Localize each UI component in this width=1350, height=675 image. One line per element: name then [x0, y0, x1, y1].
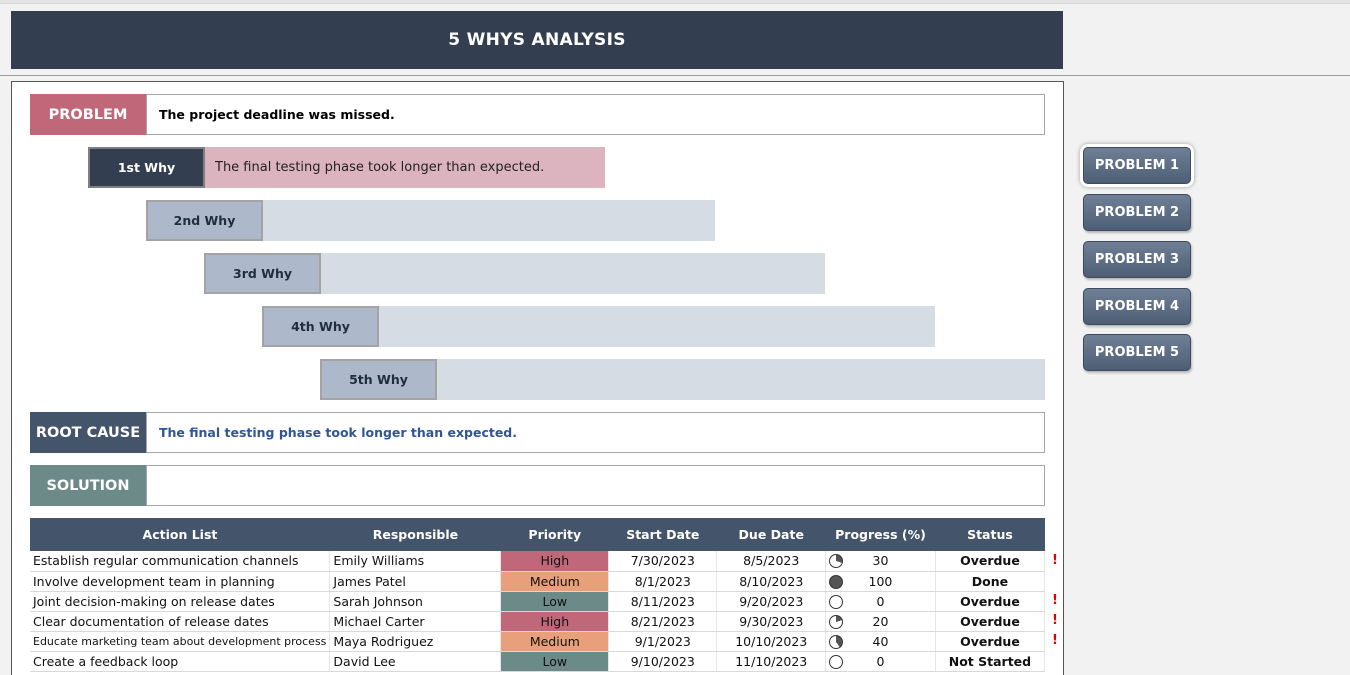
- responsible-cell: Sarah Johnson: [329, 591, 502, 612]
- why-1-label: 1st Why: [88, 147, 205, 188]
- priority-cell: Low: [500, 651, 610, 672]
- status-cell: Overdue: [935, 631, 1046, 652]
- action-cell: Clear documentation of release dates: [30, 611, 331, 632]
- header-action: Action List: [30, 518, 330, 551]
- due-date-cell: 8/5/2023: [716, 551, 827, 572]
- table-row[interactable]: Create a feedback loop David Lee Low 9/10/2…: [30, 651, 1046, 672]
- due-date-cell: 8/10/2023: [716, 571, 827, 592]
- table-row[interactable]: Joint decision-making on release dates Sa…: [30, 591, 1046, 612]
- action-table: Action List Responsible Priority Start D…: [30, 518, 1046, 672]
- progress-cell: 0: [825, 591, 936, 612]
- action-cell: Involve development team in planning: [30, 571, 331, 592]
- start-date-cell: 8/11/2023: [608, 591, 718, 612]
- priority-cell: Low: [500, 591, 610, 612]
- responsible-cell: Michael Carter: [329, 611, 502, 632]
- progress-cell: 0: [825, 651, 936, 672]
- problem-5-button[interactable]: PROBLEM 5: [1083, 334, 1191, 371]
- problem-2-button[interactable]: PROBLEM 2: [1083, 194, 1191, 231]
- table-row[interactable]: Clear documentation of release dates Mich…: [30, 611, 1046, 632]
- progress-value: 0: [876, 653, 885, 669]
- table-row[interactable]: Establish regular communication channels…: [30, 551, 1046, 572]
- priority-cell: High: [500, 611, 610, 632]
- progress-value: 0: [876, 593, 885, 609]
- status-cell: Done: [935, 571, 1046, 592]
- start-date-cell: 9/1/2023: [608, 631, 718, 652]
- problem-1-button[interactable]: PROBLEM 1: [1083, 147, 1191, 184]
- progress-pie-icon: [829, 634, 844, 649]
- due-date-cell: 10/10/2023: [716, 631, 827, 652]
- root-cause-label: ROOT CAUSE: [30, 412, 146, 453]
- why-5-answer[interactable]: [436, 359, 1045, 400]
- start-date-cell: 8/1/2023: [608, 571, 718, 592]
- priority-cell: Medium: [500, 631, 610, 652]
- priority-cell: Medium: [500, 571, 610, 592]
- table-row[interactable]: Educate marketing team about development…: [30, 631, 1046, 652]
- problem-text[interactable]: The project deadline was missed.: [146, 94, 1045, 135]
- problem-3-button[interactable]: PROBLEM 3: [1083, 241, 1191, 278]
- status-cell: Overdue: [935, 591, 1046, 612]
- progress-cell: 30: [825, 551, 936, 572]
- header-start-date: Start Date: [608, 518, 717, 551]
- action-cell: Educate marketing team about development…: [30, 631, 331, 652]
- why-2-answer[interactable]: [262, 200, 715, 241]
- start-date-cell: 9/10/2023: [608, 651, 718, 672]
- progress-pie-icon: [829, 614, 844, 629]
- header-due-date: Due Date: [716, 518, 826, 551]
- progress-pie-icon: [829, 574, 844, 589]
- progress-value: 100: [868, 573, 893, 589]
- table-header-row: Action List Responsible Priority Start D…: [30, 518, 1045, 551]
- progress-pie-icon: [829, 654, 844, 669]
- status-cell: Not Started: [935, 651, 1046, 672]
- progress-pie-icon: [829, 594, 844, 609]
- status-cell: Overdue: [935, 551, 1046, 572]
- table-row[interactable]: Involve development team in planning Jame…: [30, 571, 1046, 592]
- why-4-label: 4th Why: [262, 306, 379, 347]
- progress-cell: 20: [825, 611, 936, 632]
- why-2-label: 2nd Why: [146, 200, 263, 241]
- progress-value: 20: [872, 613, 889, 629]
- problem-label: PROBLEM: [30, 94, 146, 135]
- overdue-flag: !: [1052, 613, 1058, 628]
- progress-cell: 100: [825, 571, 936, 592]
- due-date-cell: 11/10/2023: [716, 651, 827, 672]
- why-4-answer[interactable]: [378, 306, 935, 347]
- why-1-answer[interactable]: The final testing phase took longer than…: [204, 147, 605, 188]
- progress-cell: 40: [825, 631, 936, 652]
- divider: [0, 75, 1350, 76]
- action-cell: Establish regular communication channels: [30, 551, 331, 572]
- due-date-cell: 9/20/2023: [716, 591, 827, 612]
- responsible-cell: David Lee: [329, 651, 502, 672]
- solution-text[interactable]: [146, 465, 1045, 506]
- action-cell: Joint decision-making on release dates: [30, 591, 331, 612]
- priority-cell: High: [500, 551, 610, 572]
- overdue-flag: !: [1052, 593, 1058, 608]
- header-responsible: Responsible: [329, 518, 501, 551]
- overdue-flag: !: [1052, 553, 1058, 568]
- progress-pie-icon: [829, 554, 844, 568]
- why-3-label: 3rd Why: [204, 253, 321, 294]
- responsible-cell: Emily Williams: [329, 551, 502, 572]
- window-top-strip: [0, 0, 1350, 4]
- start-date-cell: 7/30/2023: [608, 551, 718, 572]
- header-progress: Progress (%): [825, 518, 936, 551]
- responsible-cell: James Patel: [329, 571, 502, 592]
- root-cause-text[interactable]: The final testing phase took longer than…: [146, 412, 1045, 453]
- status-cell: Overdue: [935, 611, 1046, 632]
- header-priority: Priority: [500, 518, 609, 551]
- solution-label: SOLUTION: [30, 465, 146, 506]
- why-5-label: 5th Why: [320, 359, 437, 400]
- progress-value: 30: [872, 553, 889, 569]
- overdue-flag: !: [1052, 633, 1058, 648]
- header-status: Status: [935, 518, 1045, 551]
- page-title: 5 WHYS ANALYSIS: [11, 11, 1063, 69]
- problem-4-button[interactable]: PROBLEM 4: [1083, 288, 1191, 325]
- due-date-cell: 9/30/2023: [716, 611, 827, 632]
- start-date-cell: 8/21/2023: [608, 611, 718, 632]
- why-3-answer[interactable]: [320, 253, 825, 294]
- progress-value: 40: [872, 633, 889, 649]
- responsible-cell: Maya Rodriguez: [329, 631, 502, 652]
- action-cell: Create a feedback loop: [30, 651, 331, 672]
